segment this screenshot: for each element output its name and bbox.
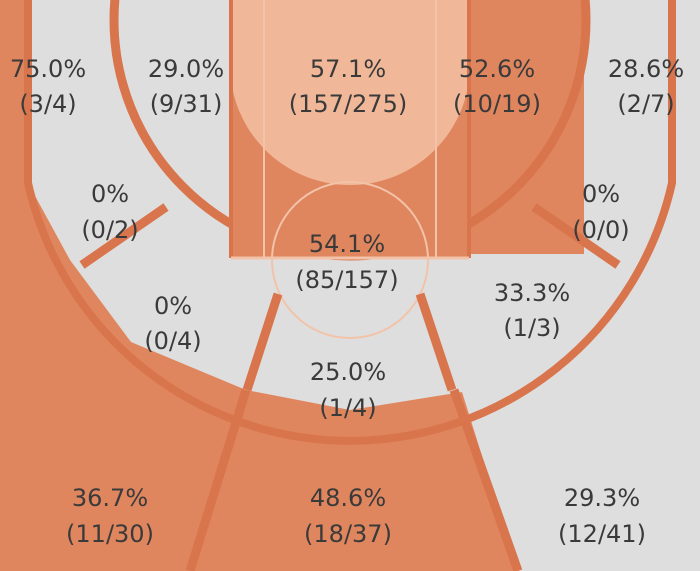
label-free-throw-area: 54.1% (85/157) <box>295 230 398 294</box>
zone-paint <box>230 0 470 185</box>
zone-labels: 75.0% (3/4) 29.0% (9/31) 57.1% (157/275) 52… <box>10 55 684 548</box>
ratio-top-three: (18/37) <box>304 520 392 548</box>
zone-right-corner-three-strip <box>672 0 700 183</box>
divider-left-elbow <box>242 292 283 392</box>
label-paint: 57.1% (157/275) <box>289 55 407 118</box>
zone-left-wing-three <box>0 183 246 571</box>
label-right-corner-three: 28.6% (2/7) <box>608 55 684 118</box>
ratio-top-key-mid: (1/4) <box>319 394 376 422</box>
ratio-paint: (157/275) <box>289 90 407 118</box>
divider-left-wing-three <box>185 388 251 571</box>
divider-left-baseline <box>79 203 169 269</box>
divider-right-baseline <box>531 203 621 269</box>
label-top-key-mid: 25.0% (1/4) <box>310 358 386 422</box>
ratio-left-baseline-mid: (0/2) <box>81 216 138 244</box>
divider-right-elbow <box>415 292 457 392</box>
label-right-elbow-mid: 33.3% (1/3) <box>494 279 570 342</box>
ratio-right-wing-three: (12/41) <box>558 520 646 548</box>
label-left-wing-long-two: 29.0% (9/31) <box>148 55 224 118</box>
zone-left-corner-three <box>0 0 28 183</box>
zone-left-wing-long-two <box>117 0 231 254</box>
ratio-left-corner-three: (3/4) <box>19 90 76 118</box>
label-left-corner-three: 75.0% (3/4) <box>10 55 86 118</box>
free-throw-circle <box>271 181 429 339</box>
label-left-wing-three: 36.7% (11/30) <box>66 484 154 548</box>
ratio-right-wing-long-two: (10/19) <box>453 90 541 118</box>
ratio-right-baseline-mid: (0/0) <box>572 216 629 244</box>
zone-right-wing-long-two <box>469 0 584 254</box>
ratio-left-elbow-mid: (0/4) <box>144 327 201 355</box>
label-right-wing-three: 29.3% (12/41) <box>558 484 646 548</box>
label-left-baseline-mid: 0% (0/2) <box>81 180 138 244</box>
ratio-right-corner-three: (2/7) <box>617 90 674 118</box>
label-right-wing-long-two: 52.6% (10/19) <box>453 55 541 118</box>
ratio-right-elbow-mid: (1/3) <box>503 314 560 342</box>
label-right-baseline-mid: 0% (0/0) <box>572 180 629 244</box>
label-left-elbow-mid: 0% (0/4) <box>144 292 201 355</box>
ratio-free-throw-area: (85/157) <box>295 266 398 294</box>
label-top-three: 48.6% (18/37) <box>304 484 392 548</box>
ratio-left-wing-three: (11/30) <box>66 520 154 548</box>
three-point-line <box>24 0 676 445</box>
divider-right-wing-three <box>449 388 523 571</box>
ratio-left-wing-long-two: (9/31) <box>150 90 223 118</box>
